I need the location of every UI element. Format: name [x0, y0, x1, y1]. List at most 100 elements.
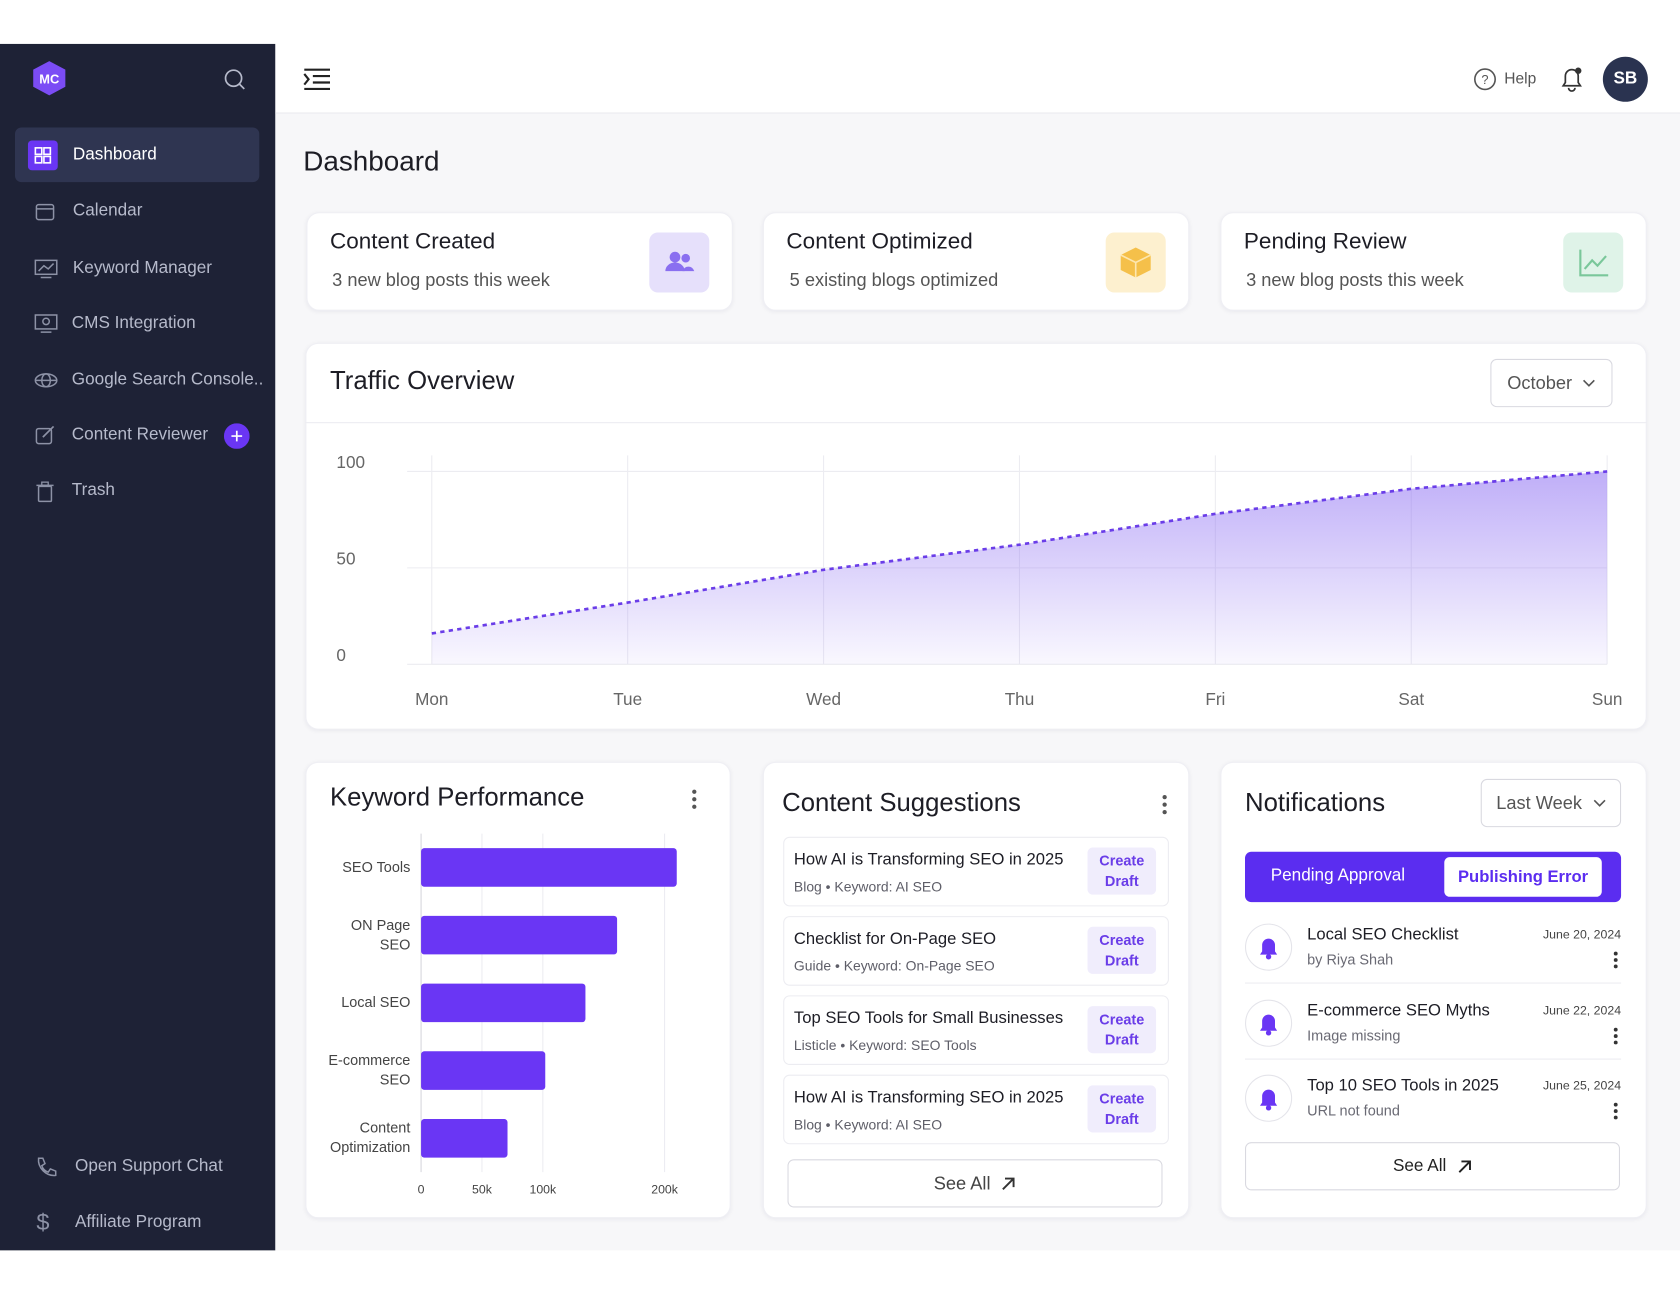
suggestion-item[interactable]: How AI is Transforming SEO in 2025 Blog •… — [783, 836, 1169, 907]
button-label: See All — [933, 1172, 991, 1194]
add-badge[interactable] — [223, 423, 250, 449]
divider — [1245, 982, 1622, 984]
nav-label[interactable]: CMS Integration — [71, 313, 196, 333]
kebab-dots — [1613, 1102, 1618, 1120]
help-icon[interactable]: ? — [1473, 68, 1497, 92]
card-icon — [1105, 232, 1166, 293]
card-subtitle: 5 existing blogs optimized — [789, 270, 999, 291]
period-dropdown[interactable]: October — [1490, 358, 1613, 408]
y-tick-label: Content Optimization — [329, 1120, 411, 1156]
card-icon — [1563, 232, 1624, 293]
card-title: Pending Review — [1243, 229, 1407, 254]
chevron — [1593, 799, 1606, 807]
nav-icon — [27, 140, 58, 171]
svg-text:?: ? — [1481, 72, 1488, 87]
create-draft-button[interactable]: Create Draft — [1087, 926, 1157, 974]
tab[interactable]: Pending Approval — [1270, 866, 1406, 886]
dropdown-label: October — [1507, 372, 1573, 393]
bell-badge — [1245, 923, 1293, 971]
kebab-menu[interactable] — [689, 789, 700, 810]
nav-icon — [34, 259, 58, 279]
see-all-button[interactable]: See All — [1245, 1142, 1621, 1191]
suggestion-meta: Guide • Keyword: On-Page SEO — [793, 957, 995, 974]
create-draft-button[interactable]: Create Draft — [1087, 1085, 1157, 1133]
arrow-icon — [1458, 1159, 1471, 1173]
notification-date: June 22, 2024 — [1542, 1004, 1622, 1018]
card-subtitle: 3 new blog posts this week — [332, 270, 550, 291]
button-label: See All — [1392, 1156, 1447, 1175]
divider — [1245, 1058, 1622, 1060]
nav-icon — [34, 373, 58, 388]
kebab-menu[interactable] — [1610, 950, 1621, 969]
nav-label[interactable]: Trash — [71, 481, 115, 500]
nav-icon — [35, 203, 55, 221]
y-tick-label: Local SEO — [341, 994, 411, 1011]
bell-icon — [1260, 938, 1278, 960]
bell-badge — [1245, 1074, 1293, 1122]
nav-label[interactable]: Keyword Manager — [72, 259, 212, 278]
create-draft-button[interactable]: Create Draft — [1087, 1006, 1157, 1054]
sidebar — [0, 43, 276, 1251]
nav-label[interactable]: Google Search Console.. — [71, 370, 264, 389]
create-draft-button[interactable]: Create Draft — [1087, 847, 1157, 895]
tab-active[interactable]: Publishing Error — [1444, 857, 1602, 897]
kebab-menu[interactable] — [1610, 1101, 1621, 1120]
arrow-icon — [1002, 1177, 1016, 1190]
period-dropdown[interactable]: Last Week — [1480, 778, 1622, 828]
top-bar — [275, 43, 1680, 114]
dollar-icon: $ — [36, 1208, 50, 1236]
suggestion-item[interactable]: Top SEO Tools for Small Businesses Listic… — [783, 995, 1169, 1066]
bell-badge — [1245, 999, 1293, 1047]
see-all-button[interactable]: See All — [787, 1159, 1163, 1208]
nav-label[interactable]: Content Reviewer — [71, 425, 209, 444]
footer-link[interactable]: Affiliate Program — [75, 1212, 202, 1232]
nav-icon — [34, 314, 58, 333]
notification-date: June 20, 2024 — [1542, 928, 1622, 942]
suggestion-meta: Listicle • Keyword: SEO Tools — [793, 1037, 977, 1054]
notification-title: E-commerce SEO Myths — [1307, 1001, 1490, 1020]
bell-icon — [1260, 1014, 1278, 1036]
page-title: Dashboard — [303, 144, 440, 177]
card-title: Content Created — [330, 229, 496, 254]
bell-icon[interactable] — [1558, 65, 1586, 93]
suggestion-title: Top SEO Tools for Small Businesses — [793, 1009, 1064, 1028]
kebab-dots — [1613, 951, 1618, 969]
footer-link[interactable]: Open Support Chat — [75, 1157, 223, 1176]
help-label[interactable]: Help — [1504, 70, 1537, 88]
panel-title: Content Suggestions — [782, 788, 1021, 818]
divider — [305, 422, 1647, 424]
card-title: Content Optimized — [786, 229, 973, 254]
notification-date: June 25, 2024 — [1542, 1080, 1622, 1093]
logo[interactable]: MC — [30, 59, 69, 98]
panel-title: Notifications — [1245, 788, 1386, 818]
avatar[interactable]: SB — [1602, 56, 1648, 102]
svg-text:MC: MC — [39, 72, 59, 87]
menu-toggle[interactable] — [303, 68, 331, 92]
y-tick-label: ON Page SEO — [350, 916, 411, 953]
suggestion-meta: Blog • Keyword: AI SEO — [793, 878, 943, 895]
panel-title: Traffic Overview — [330, 366, 515, 396]
nav-icon — [35, 425, 55, 445]
nav-icon — [36, 481, 54, 503]
suggestion-title: How AI is Transforming SEO in 2025 — [793, 850, 1064, 869]
notification-title: Local SEO Checklist — [1307, 925, 1459, 944]
card-icon — [649, 232, 710, 293]
nav-label[interactable]: Calendar — [72, 201, 143, 220]
suggestion-title: How AI is Transforming SEO in 2025 — [793, 1088, 1064, 1107]
notification-detail: Image missing — [1307, 1026, 1401, 1044]
chevron — [1583, 379, 1596, 387]
suggestion-title: Checklist for On-Page SEO — [793, 930, 997, 949]
nav-label[interactable]: Dashboard — [72, 145, 157, 164]
traffic-panel — [305, 342, 1647, 730]
notifications-panel — [1220, 761, 1647, 1219]
suggestion-item[interactable]: Checklist for On-Page SEO Guide • Keyword… — [783, 916, 1169, 986]
notification-detail: by Riya Shah — [1307, 951, 1394, 968]
bell-icon — [1260, 1089, 1278, 1111]
kebab-menu[interactable] — [1610, 1026, 1621, 1045]
kebab-menu[interactable] — [1159, 794, 1170, 815]
y-tick-label: SEO Tools — [342, 858, 411, 875]
suggestion-item[interactable]: How AI is Transforming SEO in 2025 Blog •… — [783, 1074, 1169, 1145]
search-icon[interactable] — [223, 68, 247, 92]
